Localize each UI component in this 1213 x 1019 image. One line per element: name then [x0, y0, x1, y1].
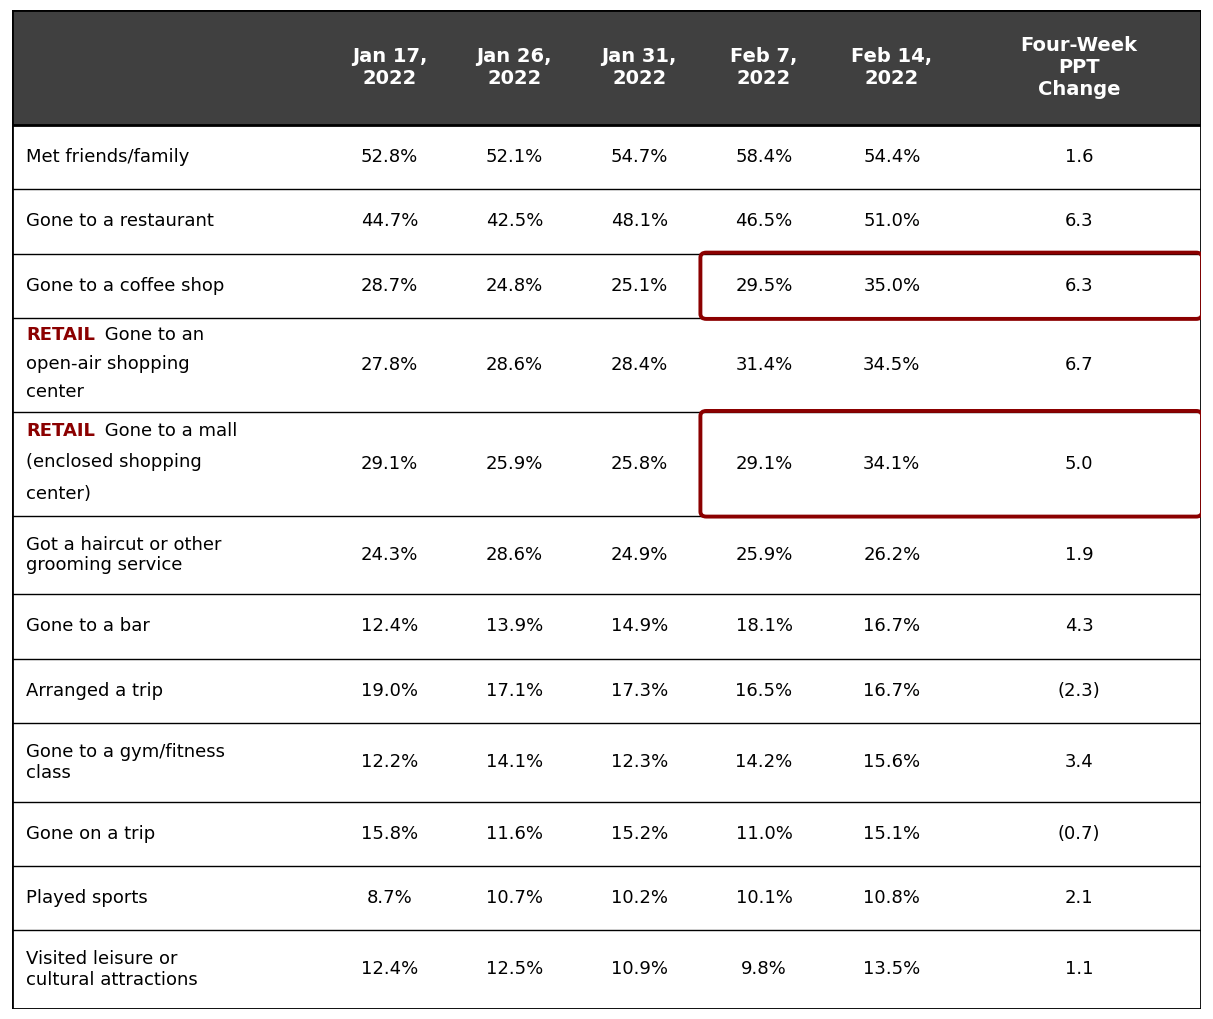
Text: 14.2%: 14.2% [735, 753, 792, 771]
Text: 13.9%: 13.9% [485, 618, 543, 636]
Text: 10.7%: 10.7% [486, 889, 543, 907]
Text: Arranged a trip: Arranged a trip [27, 682, 164, 700]
Text: Four-Week
PPT
Change: Four-Week PPT Change [1020, 36, 1138, 99]
Text: Got a haircut or other
grooming service: Got a haircut or other grooming service [27, 536, 222, 575]
Text: 54.4%: 54.4% [864, 148, 921, 166]
Text: 1.9: 1.9 [1065, 546, 1093, 564]
Text: Feb 14,
2022: Feb 14, 2022 [852, 47, 933, 88]
Text: 29.1%: 29.1% [361, 454, 418, 473]
Text: Gone to an: Gone to an [98, 326, 204, 344]
Text: 51.0%: 51.0% [864, 213, 921, 230]
Text: Played sports: Played sports [27, 889, 148, 907]
Text: 24.3%: 24.3% [360, 546, 418, 564]
Text: 48.1%: 48.1% [610, 213, 667, 230]
Text: 24.9%: 24.9% [610, 546, 668, 564]
Text: 12.2%: 12.2% [361, 753, 418, 771]
Text: Gone on a trip: Gone on a trip [27, 824, 155, 843]
Text: 15.6%: 15.6% [864, 753, 921, 771]
Text: Jan 26,
2022: Jan 26, 2022 [477, 47, 552, 88]
Text: 6.7: 6.7 [1065, 356, 1093, 374]
Text: 28.6%: 28.6% [486, 356, 543, 374]
Text: Gone to a coffee shop: Gone to a coffee shop [27, 277, 224, 294]
Text: 11.6%: 11.6% [486, 824, 543, 843]
Text: 8.7%: 8.7% [366, 889, 412, 907]
Text: 14.9%: 14.9% [610, 618, 668, 636]
Text: Jan 17,
2022: Jan 17, 2022 [352, 47, 427, 88]
Text: 15.1%: 15.1% [864, 824, 921, 843]
Text: 1.6: 1.6 [1065, 148, 1093, 166]
Text: (enclosed shopping: (enclosed shopping [27, 453, 203, 471]
Text: 26.2%: 26.2% [864, 546, 921, 564]
Text: 28.4%: 28.4% [610, 356, 668, 374]
Text: 3.4: 3.4 [1065, 753, 1093, 771]
Text: 25.1%: 25.1% [610, 277, 668, 294]
Text: Gone to a gym/fitness
class: Gone to a gym/fitness class [27, 743, 226, 782]
Text: 13.5%: 13.5% [864, 961, 921, 978]
Text: 17.3%: 17.3% [610, 682, 668, 700]
Text: Gone to a bar: Gone to a bar [27, 618, 150, 636]
Text: 4.3: 4.3 [1065, 618, 1093, 636]
Text: 58.4%: 58.4% [735, 148, 792, 166]
Text: 46.5%: 46.5% [735, 213, 792, 230]
Text: 25.9%: 25.9% [485, 454, 543, 473]
Text: 5.0: 5.0 [1065, 454, 1093, 473]
Text: 12.4%: 12.4% [361, 961, 418, 978]
Text: 29.1%: 29.1% [735, 454, 792, 473]
Text: 12.4%: 12.4% [361, 618, 418, 636]
Text: 9.8%: 9.8% [741, 961, 787, 978]
Text: 24.8%: 24.8% [485, 277, 543, 294]
Text: Met friends/family: Met friends/family [27, 148, 189, 166]
Text: Gone to a restaurant: Gone to a restaurant [27, 213, 215, 230]
Text: Gone to a mall: Gone to a mall [98, 422, 238, 440]
Text: 34.5%: 34.5% [864, 356, 921, 374]
Text: 10.9%: 10.9% [610, 961, 667, 978]
Text: 44.7%: 44.7% [360, 213, 418, 230]
Text: 10.8%: 10.8% [864, 889, 921, 907]
Text: 34.1%: 34.1% [864, 454, 921, 473]
Text: 25.9%: 25.9% [735, 546, 793, 564]
Text: 11.0%: 11.0% [735, 824, 792, 843]
Text: 6.3: 6.3 [1065, 277, 1093, 294]
Text: 19.0%: 19.0% [361, 682, 418, 700]
Text: 31.4%: 31.4% [735, 356, 792, 374]
Text: 12.5%: 12.5% [485, 961, 543, 978]
Text: 17.1%: 17.1% [486, 682, 543, 700]
Text: 25.8%: 25.8% [610, 454, 668, 473]
Text: (2.3): (2.3) [1058, 682, 1100, 700]
Text: 27.8%: 27.8% [361, 356, 418, 374]
Text: 54.7%: 54.7% [610, 148, 668, 166]
Text: 10.1%: 10.1% [735, 889, 792, 907]
Text: 18.1%: 18.1% [735, 618, 792, 636]
Text: 15.8%: 15.8% [361, 824, 418, 843]
Text: 16.5%: 16.5% [735, 682, 792, 700]
Text: 16.7%: 16.7% [864, 618, 921, 636]
Text: 42.5%: 42.5% [485, 213, 543, 230]
Text: center: center [27, 383, 85, 401]
Text: Visited leisure or
cultural attractions: Visited leisure or cultural attractions [27, 950, 198, 988]
Text: open-air shopping: open-air shopping [27, 355, 190, 373]
Text: 15.2%: 15.2% [610, 824, 668, 843]
Text: (0.7): (0.7) [1058, 824, 1100, 843]
Text: 52.1%: 52.1% [485, 148, 543, 166]
Text: 2.1: 2.1 [1065, 889, 1093, 907]
Text: 1.1: 1.1 [1065, 961, 1093, 978]
Text: 52.8%: 52.8% [361, 148, 418, 166]
Bar [12, 10, 1201, 125]
Text: Jan 31,
2022: Jan 31, 2022 [602, 47, 677, 88]
Text: 29.5%: 29.5% [735, 277, 793, 294]
Text: 16.7%: 16.7% [864, 682, 921, 700]
Text: 28.7%: 28.7% [361, 277, 418, 294]
Text: 10.2%: 10.2% [610, 889, 667, 907]
Text: 14.1%: 14.1% [486, 753, 543, 771]
Text: center): center) [27, 485, 91, 502]
Text: 6.3: 6.3 [1065, 213, 1093, 230]
Text: RETAIL: RETAIL [27, 422, 96, 440]
Text: RETAIL: RETAIL [27, 326, 96, 344]
Text: 12.3%: 12.3% [610, 753, 668, 771]
Text: Feb 7,
2022: Feb 7, 2022 [730, 47, 798, 88]
Text: 28.6%: 28.6% [486, 546, 543, 564]
Text: 35.0%: 35.0% [864, 277, 921, 294]
